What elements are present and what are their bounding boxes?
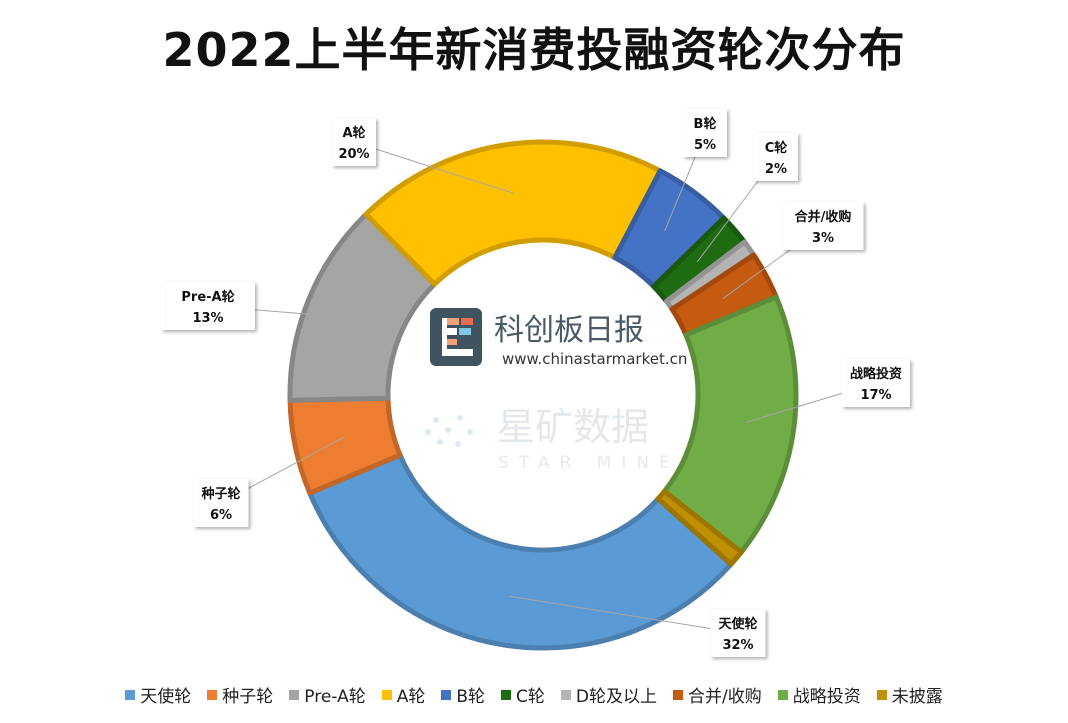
- data-label-value-3: 20%: [338, 147, 369, 162]
- data-label-value-7: 3%: [812, 231, 834, 246]
- legend-swatch-1: [207, 689, 218, 700]
- star-mine-icon: [425, 415, 473, 447]
- data-label-box-8: [842, 359, 910, 407]
- data-label-value-5: 2%: [765, 162, 787, 177]
- legend-label-3: A轮: [396, 687, 426, 707]
- data-label-value-4: 5%: [694, 138, 716, 153]
- data-labels: 天使轮 32% 种子轮 6% Pre-A轮 13% A轮 20% B轮 5% C轮 2% 合并/收购 3%…: [161, 109, 910, 657]
- data-label-name-5: C轮: [765, 140, 788, 156]
- data-label-name-8: 战略投资: [850, 366, 902, 382]
- slice-0: [307, 452, 734, 651]
- legend-item-0: 天使轮: [125, 682, 191, 707]
- data-label-value-1: 6%: [210, 508, 232, 523]
- data-label-box-5: [754, 133, 798, 181]
- legend-swatch-5: [501, 689, 512, 700]
- data-label-box-3: [332, 118, 376, 166]
- star-mine-name: 星矿数据: [497, 405, 649, 449]
- data-label-name-4: B轮: [694, 116, 717, 132]
- legend-item-9: 未披露: [876, 682, 943, 707]
- leader-line-0: [508, 595, 739, 634]
- data-label-box-4: [683, 109, 727, 157]
- data-label-name-3: A轮: [342, 125, 365, 141]
- legend-swatch-2: [289, 689, 300, 700]
- slice-3: [363, 139, 663, 287]
- legend-label-9: 未披露: [891, 687, 943, 707]
- brand-logo: [430, 308, 482, 366]
- legend-label-5: C轮: [516, 687, 545, 707]
- legend-item-8: 战略投资: [777, 682, 861, 707]
- data-label-8: 战略投资 17%: [842, 359, 910, 407]
- brand-url: www.chinastarmarket.cn: [502, 350, 687, 368]
- leader-line-3: [353, 141, 514, 194]
- legend-label-2: Pre-A轮: [304, 687, 366, 707]
- data-label-box-0: [710, 609, 766, 657]
- legend-swatch-9: [876, 689, 887, 700]
- legend-swatch-4: [441, 689, 452, 700]
- data-label-4: B轮 5%: [683, 109, 727, 157]
- data-label-0: 天使轮 32%: [710, 609, 766, 657]
- data-label-5: C轮 2%: [754, 133, 798, 181]
- slice-8: [661, 294, 799, 555]
- donut-slices: [287, 139, 799, 651]
- legend-label-0: 天使轮: [140, 687, 192, 707]
- data-label-name-0: 天使轮: [718, 616, 757, 632]
- brand-name: 科创板日报: [494, 313, 644, 348]
- legend-label-1: 种子轮: [222, 687, 274, 707]
- legend-item-6: D轮及以上: [560, 682, 657, 707]
- slice-9: [655, 488, 744, 567]
- legend-item-5: C轮: [501, 682, 545, 707]
- data-label-1: 种子轮 6%: [193, 479, 249, 527]
- data-label-value-0: 32%: [722, 638, 753, 653]
- legend-item-3: A轮: [381, 682, 426, 707]
- data-label-name-1: 种子轮: [200, 486, 240, 502]
- legend-swatch-7: [672, 689, 683, 700]
- data-label-3: A轮 20%: [332, 118, 376, 166]
- data-label-2: Pre-A轮 13%: [161, 282, 255, 330]
- star-mine-en: STAR MINE: [498, 453, 680, 473]
- legend-label-8: 战略投资: [792, 687, 861, 707]
- legend-item-1: 种子轮: [207, 682, 273, 707]
- data-label-value-8: 17%: [860, 388, 891, 403]
- data-label-value-2: 13%: [192, 311, 223, 326]
- legend-label-4: B轮: [456, 687, 486, 707]
- chart-legend: 天使轮 种子轮 Pre-A轮 A轮 B轮 C轮 D轮及以上 合并/收购 战略投资 未披露: [0, 682, 1068, 707]
- legend-label-6: D轮及以上: [575, 687, 657, 707]
- legend-label-7: 合并/收购: [687, 687, 762, 707]
- legend-item-2: Pre-A轮: [289, 682, 366, 707]
- brand-watermark: 科创板日报 www.chinastarmarket.cn 星矿数据 STAR M…: [425, 308, 687, 473]
- data-label-7: 合并/收购 3%: [782, 202, 864, 250]
- data-label-box-2: [161, 282, 255, 330]
- legend-swatch-3: [381, 689, 392, 700]
- legend-item-7: 合并/收购: [672, 682, 762, 707]
- data-label-name-2: Pre-A轮: [181, 289, 234, 305]
- chart-title: 2022上半年新消费投融资轮次分布: [162, 23, 906, 77]
- legend-swatch-6: [560, 689, 571, 700]
- data-label-name-7: 合并/收购: [795, 209, 852, 225]
- legend-swatch-8: [777, 689, 788, 700]
- data-label-box-7: [782, 202, 864, 250]
- legend-swatch-0: [125, 689, 136, 700]
- legend-item-4: B轮: [441, 682, 485, 707]
- data-label-box-1: [193, 479, 249, 527]
